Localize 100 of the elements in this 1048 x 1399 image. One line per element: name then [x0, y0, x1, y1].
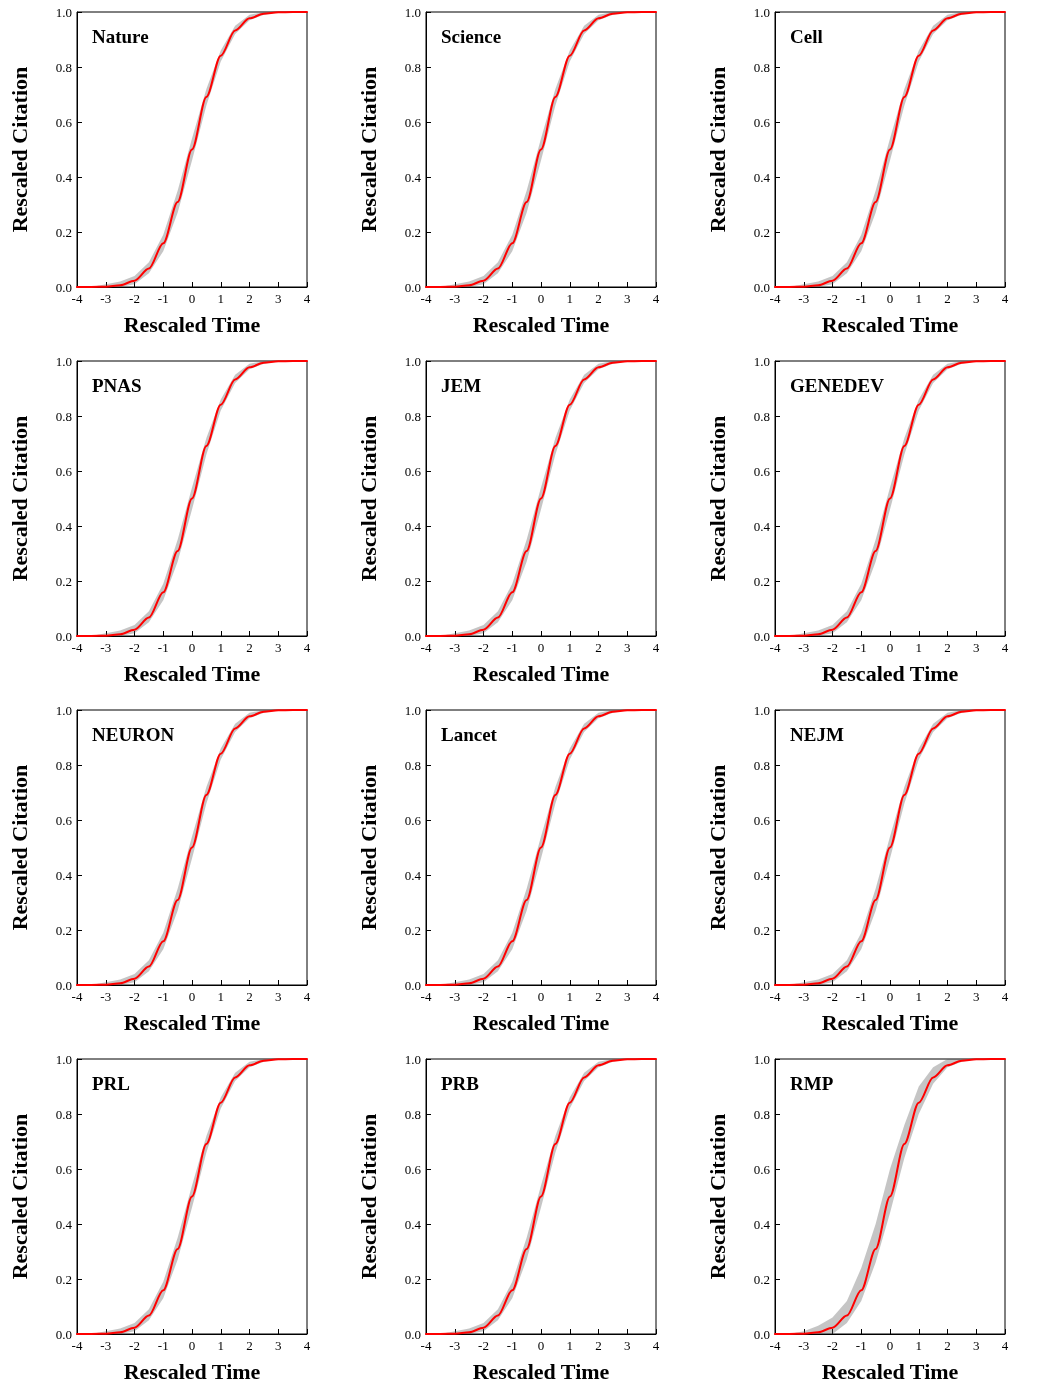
x-axis-title: Rescaled Time [821, 1009, 959, 1035]
y-tick-label: 0.6 [404, 114, 422, 130]
x-tick-label: -4 [769, 1338, 781, 1353]
x-tick-label: 4 [652, 1338, 660, 1353]
x-tick-label: -4 [420, 989, 432, 1004]
x-tick-label: -4 [769, 291, 781, 306]
x-axis-title: Rescaled Time [123, 311, 261, 337]
y-tick-label: 0.8 [753, 59, 770, 75]
x-tick-label: -3 [100, 291, 112, 306]
y-tick-label: 0.0 [55, 977, 72, 993]
y-tick-label: 0.6 [55, 1161, 73, 1177]
y-tick-label: 0.2 [55, 1271, 72, 1287]
y-tick-label: 0.6 [753, 463, 771, 479]
y-tick-label: 1.0 [404, 353, 421, 369]
y-axis-title: Rescaled Citation [704, 764, 730, 931]
x-tick-label: 0 [537, 989, 545, 1004]
x-tick-label: -4 [769, 989, 781, 1004]
y-axis-title: Rescaled Citation [355, 415, 381, 582]
x-tick-label: -4 [769, 640, 781, 655]
x-tick-label: 3 [624, 989, 631, 1004]
x-tick-label: 0 [886, 640, 894, 655]
text: GENEDEV [790, 375, 885, 396]
y-tick-label: 0.0 [55, 628, 72, 644]
x-tick-label: 4 [1001, 989, 1009, 1004]
y-axis-title: Rescaled Citation [355, 1113, 381, 1280]
x-tick-label: -1 [506, 640, 518, 655]
x-tick-label: 1 [217, 989, 224, 1004]
x-tick-label: -3 [449, 1338, 461, 1353]
x-tick-label: 1 [217, 640, 224, 655]
text: NEJM [790, 724, 844, 745]
x-tick-label: 3 [973, 291, 980, 306]
x-tick-label: 2 [595, 1338, 602, 1353]
text: PRB [441, 1073, 480, 1094]
x-tick-label: -2 [827, 989, 838, 1004]
x-axis-title: Rescaled Time [472, 1358, 610, 1384]
y-tick-label: 1.0 [404, 702, 421, 718]
y-tick-label: 0.8 [55, 757, 72, 773]
y-tick-label: 0.6 [55, 463, 73, 479]
y-tick-label: 1.0 [753, 353, 770, 369]
x-tick-label: -1 [855, 989, 867, 1004]
y-axis-title: Rescaled Citation [6, 66, 32, 233]
y-tick-label: 0.6 [55, 114, 73, 130]
x-tick-label: -1 [506, 1338, 518, 1353]
x-tick-label: -4 [71, 640, 83, 655]
y-tick-label: 0.0 [753, 279, 770, 295]
y-axis-title: Rescaled Citation [6, 1113, 32, 1280]
y-axis-title: Rescaled Citation [6, 764, 32, 931]
x-tick-label: -3 [449, 640, 461, 655]
y-tick-label: 0.2 [404, 1271, 421, 1287]
x-tick-label: -1 [157, 989, 169, 1004]
y-tick-label: 0.4 [753, 518, 771, 534]
y-tick-label: 0.2 [404, 573, 421, 589]
y-tick-label: 0.2 [753, 573, 770, 589]
x-tick-label: -4 [420, 1338, 432, 1353]
x-tick-label: 0 [188, 291, 196, 306]
x-tick-label: -4 [420, 291, 432, 306]
text: Cell [790, 26, 823, 47]
y-tick-label: 0.4 [404, 518, 422, 534]
y-tick-label: 0.2 [753, 224, 770, 240]
x-tick-label: 1 [566, 1338, 573, 1353]
y-tick-label: 0.4 [55, 518, 73, 534]
x-tick-label: -2 [129, 291, 140, 306]
x-tick-label: -3 [449, 291, 461, 306]
text: PNAS [92, 375, 142, 396]
y-tick-label: 1.0 [55, 1051, 72, 1067]
x-tick-label: 1 [915, 640, 922, 655]
y-axis-title: Rescaled Citation [6, 415, 32, 582]
y-tick-label: 1.0 [404, 4, 421, 20]
text: Nature [92, 26, 149, 47]
x-tick-label: 4 [303, 989, 311, 1004]
y-tick-label: 0.6 [753, 812, 771, 828]
x-tick-label: -1 [506, 291, 518, 306]
x-axis-title: Rescaled Time [472, 311, 610, 337]
y-tick-label: 0.8 [753, 757, 770, 773]
x-tick-label: -2 [478, 989, 489, 1004]
x-tick-label: 1 [915, 989, 922, 1004]
x-tick-label: 0 [886, 989, 894, 1004]
y-tick-label: 0.6 [404, 812, 422, 828]
y-tick-label: 0.8 [404, 757, 421, 773]
x-tick-label: -1 [855, 640, 867, 655]
y-tick-label: 0.6 [404, 463, 422, 479]
x-axis-title: Rescaled Time [472, 660, 610, 686]
x-tick-label: -2 [129, 989, 140, 1004]
x-tick-label: -3 [100, 640, 112, 655]
x-tick-label: 4 [303, 1338, 311, 1353]
x-tick-label: -3 [449, 989, 461, 1004]
x-tick-label: -1 [157, 1338, 169, 1353]
y-tick-label: 0.0 [404, 1326, 421, 1342]
x-tick-label: 0 [188, 1338, 196, 1353]
y-tick-label: 0.8 [55, 59, 72, 75]
y-tick-label: 0.8 [753, 1106, 770, 1122]
y-tick-label: 0.4 [404, 169, 422, 185]
x-tick-label: 1 [915, 1338, 922, 1353]
x-tick-label: 2 [246, 291, 253, 306]
x-tick-label: 4 [652, 989, 660, 1004]
y-tick-label: 1.0 [55, 702, 72, 718]
x-tick-label: 0 [537, 1338, 545, 1353]
x-tick-label: -3 [798, 1338, 810, 1353]
y-tick-label: 0.2 [55, 224, 72, 240]
x-tick-label: 2 [595, 640, 602, 655]
